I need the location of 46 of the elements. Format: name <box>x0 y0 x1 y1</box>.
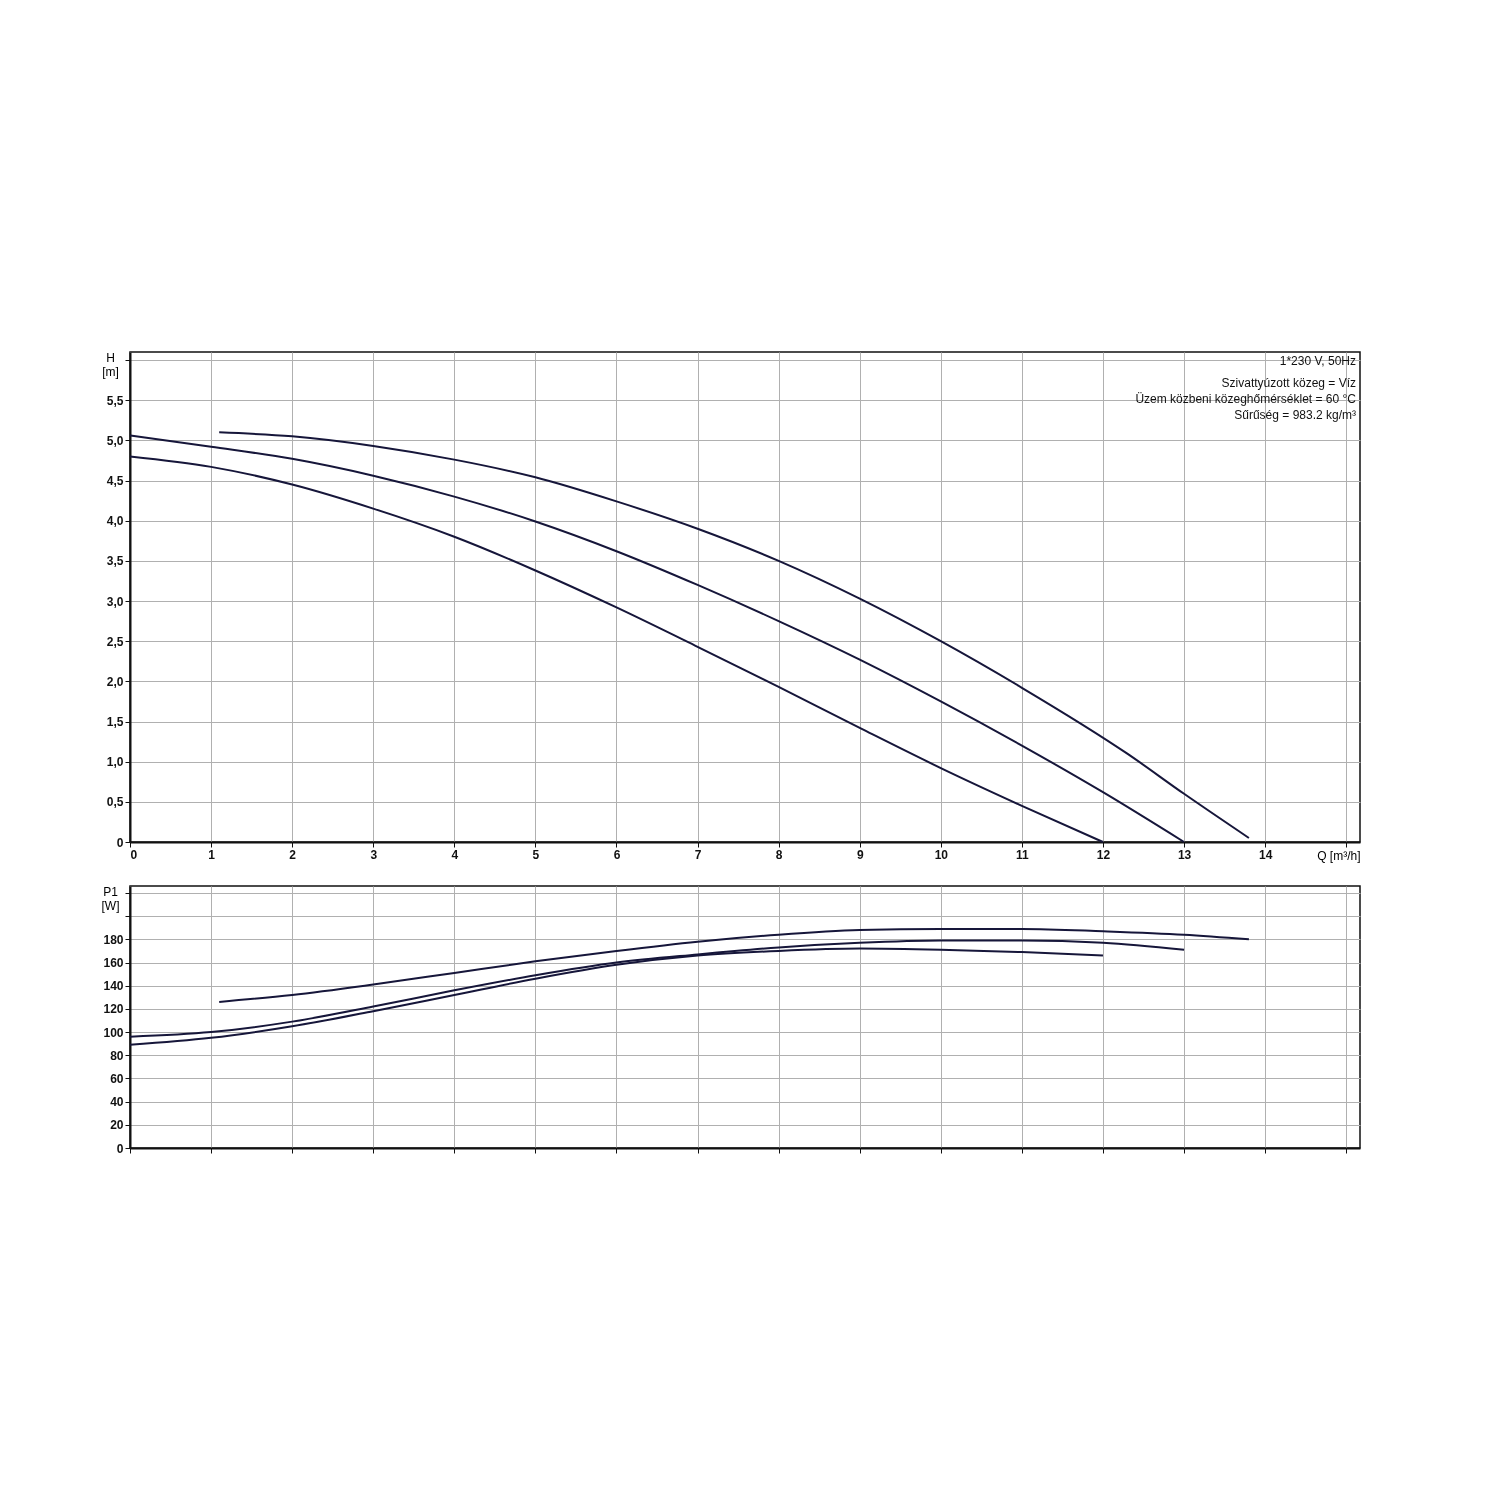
y-tick-label: 3,5 <box>106 554 124 569</box>
y-axis-title: H [m] <box>102 350 119 379</box>
x-axis-title: Q [m³/h] <box>1317 848 1361 863</box>
y-tick-label: 20 <box>110 1118 124 1133</box>
y-tick-label: 180 <box>103 932 124 947</box>
x-tick-label: 7 <box>694 847 702 862</box>
y-tick-label: 80 <box>110 1048 124 1063</box>
y-tick-label: 0 <box>116 1141 124 1156</box>
annotation: Szivattyúzott közeg = Víz <box>1221 376 1356 390</box>
y-tick-label: 160 <box>103 956 124 971</box>
x-tick-label: 0 <box>130 847 138 862</box>
y-tick-label: 140 <box>103 979 124 994</box>
y-tick-label: 0,5 <box>106 795 124 810</box>
x-tick-label: 2 <box>289 847 297 862</box>
y-tick-label: 120 <box>103 1002 124 1017</box>
y-tick-label: 2,5 <box>106 634 124 649</box>
y-tick-label: 4,0 <box>106 514 124 529</box>
annotation: 1*230 V, 50Hz <box>1279 354 1356 368</box>
x-tick-label: 12 <box>1096 847 1111 862</box>
x-tick-label: 11 <box>1016 847 1030 862</box>
y-tick-label: 1,5 <box>106 715 124 730</box>
x-tick-label: 9 <box>856 847 864 862</box>
annotation: Üzem közbeni közeghőmérséklet = 60 °C <box>1135 392 1357 406</box>
x-tick-label: 13 <box>1177 847 1192 862</box>
y-tick-label: 100 <box>103 1025 124 1040</box>
y-tick-label: 5,5 <box>106 393 124 408</box>
y-tick-label: 2,0 <box>106 674 124 689</box>
x-tick-label: 5 <box>532 847 540 862</box>
y-tick-label: 60 <box>110 1071 124 1086</box>
y-tick-label: 40 <box>110 1095 124 1110</box>
x-tick-label: 8 <box>775 847 783 862</box>
x-tick-label: 10 <box>934 847 949 862</box>
line-series <box>218 927 1250 1003</box>
y-axis-title: P1 [W] <box>101 884 120 913</box>
annotation: Sűrűség = 983.2 kg/m³ <box>1234 408 1356 422</box>
y-tick-label: 0 <box>116 835 124 850</box>
x-tick-label: 3 <box>370 847 378 862</box>
y-tick-label: 1,0 <box>106 755 124 770</box>
y-tick-label: 5,0 <box>106 433 124 448</box>
y-tick-label: 3,0 <box>106 594 124 609</box>
x-tick-label: 6 <box>613 847 621 862</box>
x-tick-label: 14 <box>1258 847 1273 862</box>
x-tick-label: 4 <box>451 847 459 862</box>
line-series <box>218 431 1250 839</box>
y-tick-label: 4,5 <box>106 474 124 489</box>
x-tick-label: 1 <box>208 847 216 862</box>
